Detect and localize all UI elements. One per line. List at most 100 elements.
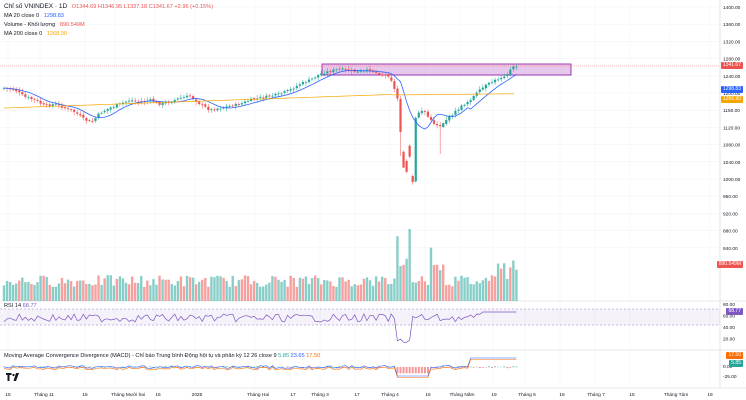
volume-bar [237,280,241,301]
candle-body [124,101,128,103]
volume-bar [313,275,317,301]
volume-bar [11,284,15,301]
ohlc-values: O1344.69 H1346.95 L1337.18 C1341.67 +2.9… [71,4,213,10]
candle-body [375,72,378,73]
volume-bar [435,264,439,301]
candle-body [432,120,436,124]
volume-bar [155,284,158,301]
volume-bar [509,267,512,301]
volume-bar [179,276,183,301]
candle-body [478,89,481,93]
volume-bar [402,264,405,301]
volume-bar [472,284,475,301]
candle-body [240,103,243,105]
macd-histogram-bar [472,367,475,368]
volume-bar [499,268,503,301]
candle-body [493,79,497,83]
macd-histogram-bar [442,366,445,368]
macd-histogram-bar [286,366,289,368]
volume-bar [515,269,518,301]
volume-bar [341,277,344,301]
volume-bar [194,284,198,301]
time-axis-label: Tháng Mười hai [111,392,145,398]
price-axis-label: 1120.00 [723,125,740,131]
candle-body [91,120,94,122]
volume-bar [289,275,292,301]
rsi-axis-label: 40.00 [723,325,735,331]
candle-body [79,114,82,116]
volume-bar [259,286,262,301]
candle-body [317,74,320,78]
volume-bar [347,279,350,301]
candle-body [262,97,265,99]
volume-bar [423,281,427,301]
volume-bar [301,278,305,301]
volume-bar [307,283,311,301]
volume-bar [228,286,231,301]
candle-body [515,66,518,68]
candle-body [21,92,24,95]
candle-body [222,107,225,109]
volume-bar [63,283,67,301]
macd-histogram-bar [121,366,124,368]
candle-body [195,99,198,102]
macd-histogram-bar [253,366,256,368]
candle-body [109,107,112,110]
candle-body [36,100,39,101]
candle-body [280,93,283,95]
macd-histogram-bar [115,367,118,369]
time-axis-label: Tháng Năm [449,392,474,398]
volume-bar [57,283,61,301]
volume-bar [121,278,125,301]
macd-line [3,357,517,377]
candle-body [451,115,454,116]
rsi-axis-label: 80.00 [723,302,735,308]
volume-bar [240,279,244,301]
candle-body [484,84,487,89]
macd-histogram-bar [109,366,112,368]
candle-body [103,110,106,113]
tradingview-logo-icon[interactable] [6,372,20,382]
candle-body [469,100,472,103]
volume-label: Volume - Khối lượng [4,22,56,28]
candle-body [134,100,137,102]
candle-body [509,69,512,75]
volume-bar [222,277,225,301]
volume-bar [127,284,131,301]
time-axis-label: Tháng 4 [381,392,399,398]
volume-bar [130,276,134,301]
volume-bar [143,286,146,301]
ma200-legend[interactable]: MA 200 close 0 1268.90 [4,31,70,38]
volume-bar [280,281,283,301]
candle-body [182,97,186,98]
symbol-title[interactable]: Chỉ số VNINDEX · 1D [4,3,68,10]
candle-body [39,100,42,104]
candle-body [210,109,213,111]
volume-bar [94,284,97,301]
candle-body [219,108,222,110]
ma20-legend[interactable]: MA 20 close 0 1298.83 [4,13,67,20]
macd-legend[interactable]: Moving Average Convergence Divergence (M… [4,353,320,359]
macd-histogram-bar [277,366,280,368]
macd-histogram-bar [338,366,341,368]
volume-bar [286,286,289,301]
volume-bar [469,284,472,301]
volume-bar [454,276,457,301]
time-axis-label: 18 [707,392,713,398]
volume-bar [109,275,112,301]
candle-body [228,105,231,107]
volume-bar [48,284,51,301]
macd-histogram-bar [161,366,164,368]
candle-body [85,118,88,121]
candle-body [271,95,274,97]
candle-body [192,96,195,99]
volume-legend[interactable]: Volume - Khối lượng 890.549M [4,22,88,29]
volume-bar [167,279,170,301]
rsi-legend[interactable]: RSI 14 68.77 [4,303,37,309]
macd-histogram-bar [88,366,91,368]
macd-histogram-bar [91,367,94,368]
macd-histogram-bar [207,366,210,368]
volume-bar [33,284,36,301]
candle-body [512,66,515,70]
